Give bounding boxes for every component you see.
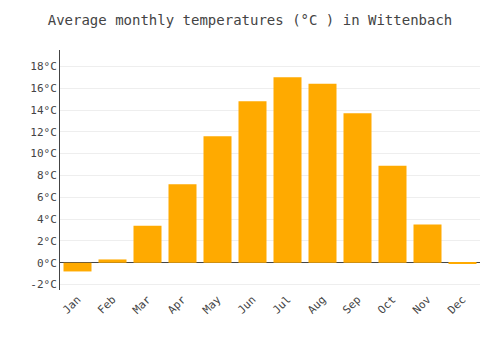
- svg-text:18°C: 18°C: [30, 60, 57, 73]
- svg-text:Jul: Jul: [270, 293, 293, 316]
- svg-text:0°C: 0°C: [37, 257, 57, 270]
- svg-text:10°C: 10°C: [30, 147, 57, 160]
- svg-text:Average monthly temperatures (: Average monthly temperatures (°C ) in Wi…: [48, 12, 453, 28]
- svg-text:8°C: 8°C: [37, 169, 57, 182]
- svg-text:Jan: Jan: [60, 293, 83, 316]
- svg-text:14°C: 14°C: [30, 104, 57, 117]
- svg-text:Oct: Oct: [375, 293, 398, 316]
- svg-text:2°C: 2°C: [37, 235, 57, 248]
- svg-text:6°C: 6°C: [37, 191, 57, 204]
- svg-text:Aug: Aug: [305, 293, 328, 316]
- svg-text:Feb: Feb: [95, 293, 118, 316]
- svg-text:12°C: 12°C: [30, 126, 57, 139]
- svg-text:Nov: Nov: [410, 293, 434, 317]
- svg-text:-2°C: -2°C: [30, 278, 57, 291]
- svg-text:Dec: Dec: [445, 293, 468, 316]
- svg-text:May: May: [200, 293, 224, 317]
- svg-text:4°C: 4°C: [37, 213, 57, 226]
- svg-text:Sep: Sep: [340, 293, 363, 316]
- svg-text:Jun: Jun: [235, 293, 258, 316]
- svg-text:16°C: 16°C: [30, 82, 57, 95]
- svg-text:Mar: Mar: [130, 293, 154, 317]
- svg-text:Apr: Apr: [165, 293, 189, 317]
